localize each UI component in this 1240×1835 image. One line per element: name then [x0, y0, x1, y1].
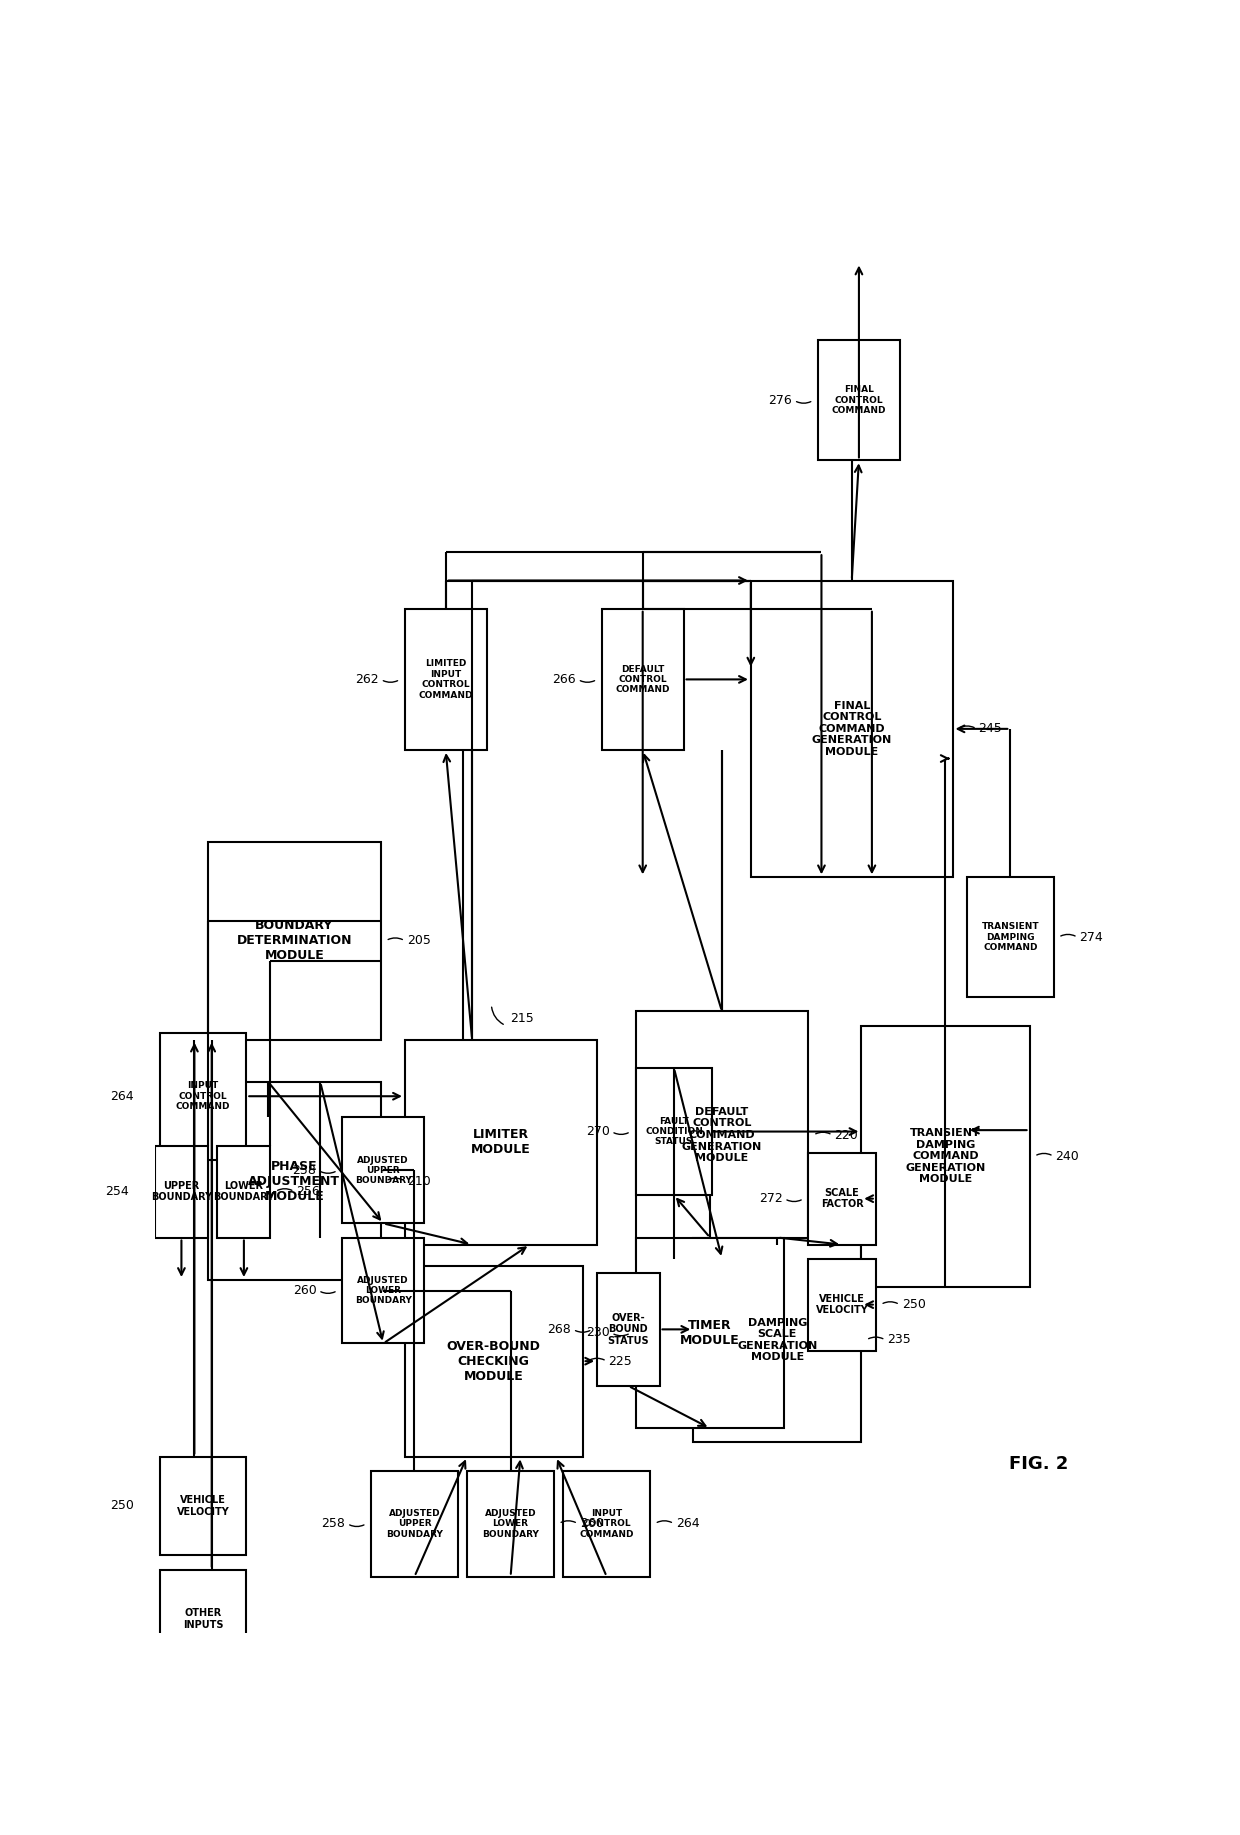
Text: OVER-BOUND
CHECKING
MODULE: OVER-BOUND CHECKING MODULE	[446, 1340, 541, 1382]
Bar	[160, 1457, 247, 1556]
Text: DEFAULT
CONTROL
COMMAND: DEFAULT CONTROL COMMAND	[615, 664, 670, 694]
Text: LIMITER
MODULE: LIMITER MODULE	[471, 1129, 531, 1156]
Text: 225: 225	[609, 1354, 632, 1367]
Bar	[862, 1026, 1029, 1286]
Bar	[371, 1470, 458, 1576]
Bar	[160, 1569, 247, 1668]
Bar	[404, 1266, 583, 1457]
Text: 260: 260	[580, 1518, 604, 1530]
Bar	[342, 1237, 424, 1343]
Text: 254: 254	[105, 1185, 129, 1198]
Text: TRANSIENT
DAMPING
COMMAND: TRANSIENT DAMPING COMMAND	[982, 923, 1039, 952]
Text: 258: 258	[293, 1163, 316, 1176]
Text: ADJUSTED
LOWER
BOUNDARY: ADJUSTED LOWER BOUNDARY	[355, 1275, 412, 1305]
Bar	[563, 1470, 650, 1576]
Text: PHASE
ADJUSTMENT
MODULE: PHASE ADJUSTMENT MODULE	[248, 1160, 340, 1202]
Text: OVER-
BOUND
STATUS: OVER- BOUND STATUS	[608, 1312, 649, 1345]
Text: FINAL
CONTROL
COMMAND
GENERATION
MODULE: FINAL CONTROL COMMAND GENERATION MODULE	[812, 701, 892, 758]
Text: DAMPING
SCALE
GENERATION
MODULE: DAMPING SCALE GENERATION MODULE	[737, 1318, 817, 1362]
Text: 235: 235	[888, 1334, 911, 1347]
Bar	[208, 842, 381, 1040]
Text: 210: 210	[407, 1174, 430, 1187]
Text: TIMER
MODULE: TIMER MODULE	[680, 1319, 740, 1347]
Text: 230: 230	[585, 1327, 610, 1340]
Text: DEFAULT
CONTROL
COMMAND
GENERATION
MODULE: DEFAULT CONTROL COMMAND GENERATION MODUL…	[682, 1107, 763, 1163]
Text: VEHICLE
VELOCITY: VEHICLE VELOCITY	[176, 1496, 229, 1518]
Bar	[808, 1152, 875, 1244]
Text: INPUT
CONTROL
COMMAND: INPUT CONTROL COMMAND	[579, 1508, 634, 1538]
Text: LOWER
BOUNDARY: LOWER BOUNDARY	[213, 1180, 274, 1202]
Text: 264: 264	[676, 1518, 699, 1530]
Bar	[217, 1145, 270, 1237]
Bar	[404, 609, 486, 751]
Bar	[601, 609, 683, 751]
Bar	[635, 1237, 785, 1428]
Text: 270: 270	[585, 1125, 610, 1138]
Text: 266: 266	[552, 673, 575, 686]
Text: 250: 250	[110, 1499, 134, 1512]
Text: 240: 240	[1055, 1151, 1079, 1163]
Bar	[967, 877, 1054, 998]
Text: ADJUSTED
UPPER
BOUNDARY: ADJUSTED UPPER BOUNDARY	[386, 1508, 443, 1538]
Text: 258: 258	[321, 1518, 345, 1530]
Bar	[208, 1083, 381, 1281]
Text: FIG. 2: FIG. 2	[1009, 1455, 1069, 1474]
Bar	[596, 1273, 660, 1385]
Text: FINAL
CONTROL
COMMAND: FINAL CONTROL COMMAND	[832, 385, 887, 415]
Bar	[160, 1033, 247, 1160]
Text: LIMITED
INPUT
CONTROL
COMMAND: LIMITED INPUT CONTROL COMMAND	[418, 659, 472, 699]
Text: ADJUSTED
UPPER
BOUNDARY: ADJUSTED UPPER BOUNDARY	[355, 1156, 412, 1185]
Text: 250: 250	[901, 1297, 925, 1312]
Text: 220: 220	[835, 1129, 858, 1141]
Text: 245: 245	[978, 723, 1002, 736]
Text: 264: 264	[110, 1090, 134, 1103]
Text: BOUNDARY
DETERMINATION
MODULE: BOUNDARY DETERMINATION MODULE	[237, 919, 352, 962]
Text: ADJUSTED
LOWER
BOUNDARY: ADJUSTED LOWER BOUNDARY	[482, 1508, 539, 1538]
Text: SCALE
FACTOR: SCALE FACTOR	[821, 1187, 863, 1209]
Text: INPUT
CONTROL
COMMAND: INPUT CONTROL COMMAND	[176, 1081, 231, 1112]
Text: OTHER
INPUTS: OTHER INPUTS	[182, 1607, 223, 1629]
Text: 274: 274	[1080, 930, 1104, 943]
Text: 276: 276	[769, 395, 792, 407]
Bar	[635, 1068, 712, 1195]
Bar	[808, 1259, 875, 1351]
Bar	[818, 339, 900, 461]
Text: UPPER
BOUNDARY: UPPER BOUNDARY	[151, 1180, 212, 1202]
Text: 215: 215	[511, 1013, 534, 1026]
Text: 272: 272	[759, 1193, 782, 1206]
Text: 256: 256	[296, 1185, 320, 1198]
Bar	[635, 1011, 808, 1259]
Text: VEHICLE
VELOCITY: VEHICLE VELOCITY	[816, 1294, 868, 1316]
Bar	[693, 1237, 862, 1442]
Bar	[155, 1145, 208, 1237]
Bar	[404, 1040, 598, 1244]
Bar	[467, 1470, 554, 1576]
Bar	[342, 1118, 424, 1224]
Text: 260: 260	[293, 1284, 316, 1297]
Text: FAULT
CONDITION
STATUS: FAULT CONDITION STATUS	[645, 1118, 703, 1147]
Text: 268: 268	[547, 1323, 572, 1336]
Bar	[751, 580, 952, 877]
Text: 205: 205	[407, 934, 430, 947]
Text: 262: 262	[356, 673, 379, 686]
Text: TRANSIENT
DAMPING
COMMAND
GENERATION
MODULE: TRANSIENT DAMPING COMMAND GENERATION MOD…	[905, 1129, 986, 1184]
